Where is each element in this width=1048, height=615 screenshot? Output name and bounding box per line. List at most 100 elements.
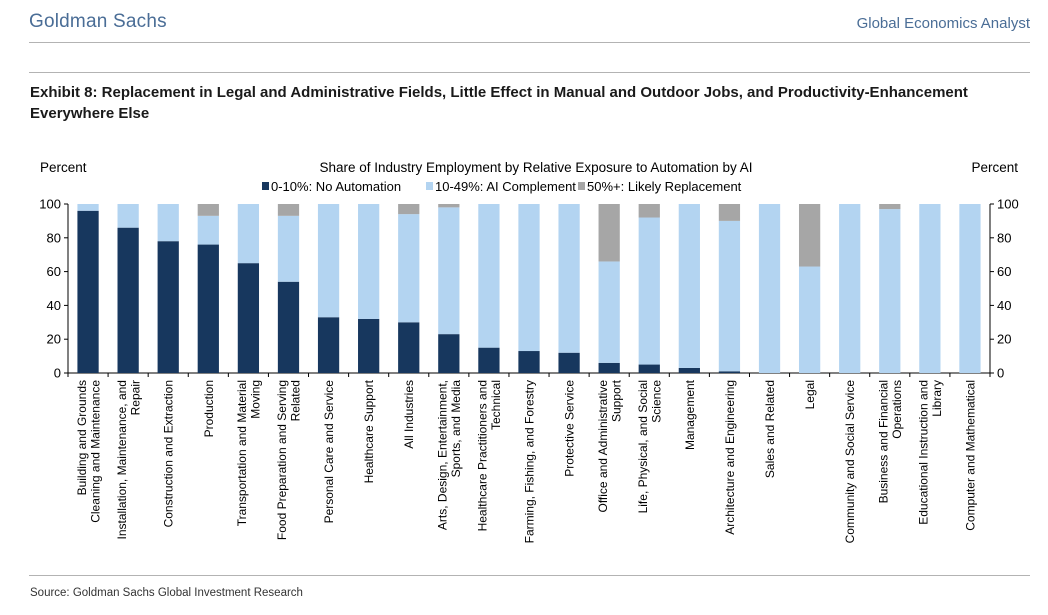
y-tick-label-left: 60 — [47, 264, 61, 279]
x-tick-label: Building and Grounds — [75, 380, 89, 495]
bar-segment — [879, 204, 901, 210]
x-tick-label: Sales and Related — [763, 380, 777, 478]
x-tick-label: Installation, Maintenance, and — [115, 380, 129, 539]
bar-series — [77, 204, 981, 373]
y-tick-label-left: 20 — [47, 332, 61, 347]
x-tick-label: Community and Social Service — [843, 380, 857, 544]
bar-segment — [518, 351, 540, 373]
bar-segment — [478, 347, 500, 373]
legend-swatch — [426, 182, 433, 190]
brand-logo-text: Goldman Sachs — [29, 11, 167, 32]
legend-swatch — [262, 182, 269, 190]
chart-title: Share of Industry Employment by Relative… — [320, 160, 753, 175]
bar-segment — [277, 215, 300, 282]
y-tick-label-right: 80 — [997, 230, 1011, 245]
bar-segment — [197, 215, 219, 245]
bar-segment — [839, 204, 861, 373]
x-tick-label: Protective Service — [563, 380, 577, 477]
x-tick-label: Arts, Design, Entertainment, — [436, 380, 450, 530]
x-tick-label: Educational Instruction and — [917, 380, 931, 525]
source-note: Source: Goldman Sachs Global Investment … — [30, 587, 303, 599]
bar-segment — [879, 209, 901, 373]
bar-segment — [277, 204, 300, 216]
x-tick-label: Moving — [249, 380, 263, 419]
y-tick-label-right: 60 — [997, 264, 1011, 279]
y-tick-label-right: 100 — [997, 197, 1019, 212]
x-tick-label: Healthcare Practitioners and — [476, 380, 490, 531]
bar-segment — [598, 261, 620, 363]
bar-segment — [277, 281, 300, 373]
y-tick-label-left: 80 — [47, 230, 61, 245]
bar-segment — [358, 204, 380, 319]
bar-segment — [398, 214, 420, 323]
bar-segment — [358, 318, 380, 373]
x-tick-label: All Industries — [402, 380, 416, 449]
legend-label: 50%+: Likely Replacement — [587, 179, 742, 194]
x-tick-label: Support — [609, 379, 623, 422]
title-divider — [29, 72, 1030, 73]
bar-segment — [77, 210, 99, 373]
bar-segment — [718, 220, 741, 372]
bar-segment — [638, 217, 660, 365]
x-tick-label: Construction and Extraction — [162, 380, 176, 527]
x-tick-label: Architecture and Engineering — [723, 380, 737, 535]
y-axis-label-left: Percent — [40, 160, 87, 175]
x-axis-tick-labels: Building and Grounds Cleaning and Mainten… — [67, 373, 991, 544]
bar-segment — [398, 204, 420, 215]
y-tick-label-right: 40 — [997, 298, 1011, 313]
bar-segment — [598, 204, 620, 262]
x-tick-label: Repair — [128, 380, 142, 415]
x-tick-label: Personal Care and Service — [322, 380, 336, 524]
y-tick-label-left: 100 — [39, 197, 61, 212]
y-tick-label-right: 20 — [997, 332, 1011, 347]
footer-divider — [29, 575, 1030, 576]
x-tick-label: Farming, Fishing, and Forestry — [523, 380, 537, 543]
x-tick-label: Legal — [803, 380, 817, 409]
bar-segment — [197, 204, 219, 216]
bar-segment — [438, 207, 460, 335]
bar-segment — [959, 204, 981, 373]
x-tick-label: Sports, and Media — [449, 380, 463, 478]
legend-label: 0-10%: No Automation — [271, 179, 401, 194]
x-tick-label: Business and Financial — [877, 380, 891, 503]
chart-legend: 0-10%: No Automation 10-49%: AI Complemen… — [262, 179, 742, 194]
x-tick-label: Science — [650, 380, 664, 423]
x-tick-label: Management — [683, 379, 697, 450]
x-tick-label: Cleaning and Maintenance — [88, 380, 102, 523]
x-tick-label: Life, Physical, and Social — [636, 380, 650, 513]
x-tick-label: Operations — [890, 380, 904, 439]
bar-segment — [638, 204, 660, 218]
y-tick-label-left: 40 — [47, 298, 61, 313]
x-tick-label: Production — [202, 380, 216, 437]
bar-segment — [237, 263, 260, 373]
y-tick-label-right: 0 — [997, 366, 1004, 381]
bar-segment — [798, 266, 821, 373]
y-axis-label-right: Percent — [971, 160, 1018, 175]
x-tick-label: Healthcare Support — [362, 379, 376, 483]
publication-name: Global Economics Analyst — [856, 15, 1030, 32]
bar-segment — [438, 334, 460, 373]
header-divider — [29, 42, 1030, 43]
x-tick-label: Computer and Mathematical — [963, 380, 977, 531]
bar-segment — [317, 317, 340, 373]
legend-label: 10-49%: AI Complement — [435, 179, 576, 194]
x-tick-label: Library — [930, 380, 944, 417]
bar-segment — [798, 204, 821, 267]
bar-segment — [398, 322, 420, 373]
bar-segment — [237, 204, 260, 264]
x-tick-label: Transportation and Material — [235, 380, 249, 526]
bar-segment — [77, 204, 99, 211]
bar-segment — [197, 244, 219, 373]
x-tick-label: Technical — [489, 380, 503, 430]
x-tick-label: Related — [289, 380, 303, 421]
bar-segment — [117, 227, 139, 373]
bar-segment — [598, 362, 620, 373]
bar-segment — [718, 371, 741, 373]
bar-segment — [558, 352, 580, 373]
bar-segment — [157, 204, 179, 242]
legend-swatch — [578, 182, 585, 190]
bar-segment — [478, 204, 500, 348]
bar-segment — [919, 204, 941, 373]
bar-segment — [678, 204, 700, 368]
bar-segment — [518, 204, 540, 352]
